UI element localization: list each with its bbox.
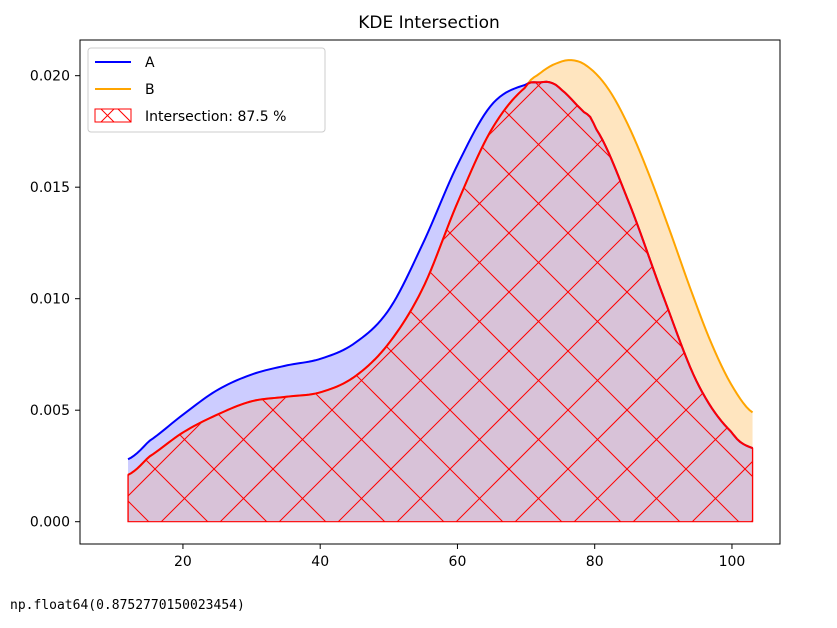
x-tick-label: 60 <box>449 554 467 570</box>
swatch-box <box>94 108 132 123</box>
y-tick-label: 0.020 <box>30 69 70 85</box>
swatch-hatch <box>100 108 115 123</box>
legend-label-b: B <box>145 82 155 98</box>
x-axis: 20 40 60 80 100 <box>174 544 745 570</box>
hatch-line <box>788 40 837 544</box>
hatch-line <box>128 81 290 522</box>
cell-output: np.float64(0.8752770150023454) <box>10 598 245 613</box>
y-tick-label: 0.010 <box>30 292 70 308</box>
legend: A B Intersection: 87.5 % <box>87 47 326 133</box>
hatch-line <box>610 81 753 522</box>
chart-title: KDE Intersection <box>358 13 500 33</box>
legend-label-a: A <box>145 55 155 71</box>
hatch-line <box>788 40 837 544</box>
hatch-line <box>551 81 753 522</box>
plot-frame <box>79 39 781 545</box>
legend-swatch-intersection <box>94 108 132 123</box>
x-tick-label: 40 <box>311 554 329 570</box>
y-tick-label: 0.005 <box>30 403 70 419</box>
kde-chart: KDE Intersection 20 40 60 80 100 0.0000.0050… <box>30 13 837 570</box>
x-tick-label: 20 <box>174 554 192 570</box>
x-tick-label: 80 <box>586 554 604 570</box>
legend-box <box>87 47 326 133</box>
hatch-line <box>128 81 349 522</box>
y-axis: 0.000 0.005 0.010 0.015 0.020 <box>30 69 80 531</box>
y-tick-label: 0.000 <box>30 515 70 531</box>
y-tick-label: 0.015 <box>30 180 70 196</box>
x-tick-label: 100 <box>719 554 746 570</box>
legend-label-intersection: Intersection: 87.5 % <box>145 109 286 125</box>
swatch-hatch <box>117 108 132 123</box>
intersection-outline <box>127 81 754 523</box>
